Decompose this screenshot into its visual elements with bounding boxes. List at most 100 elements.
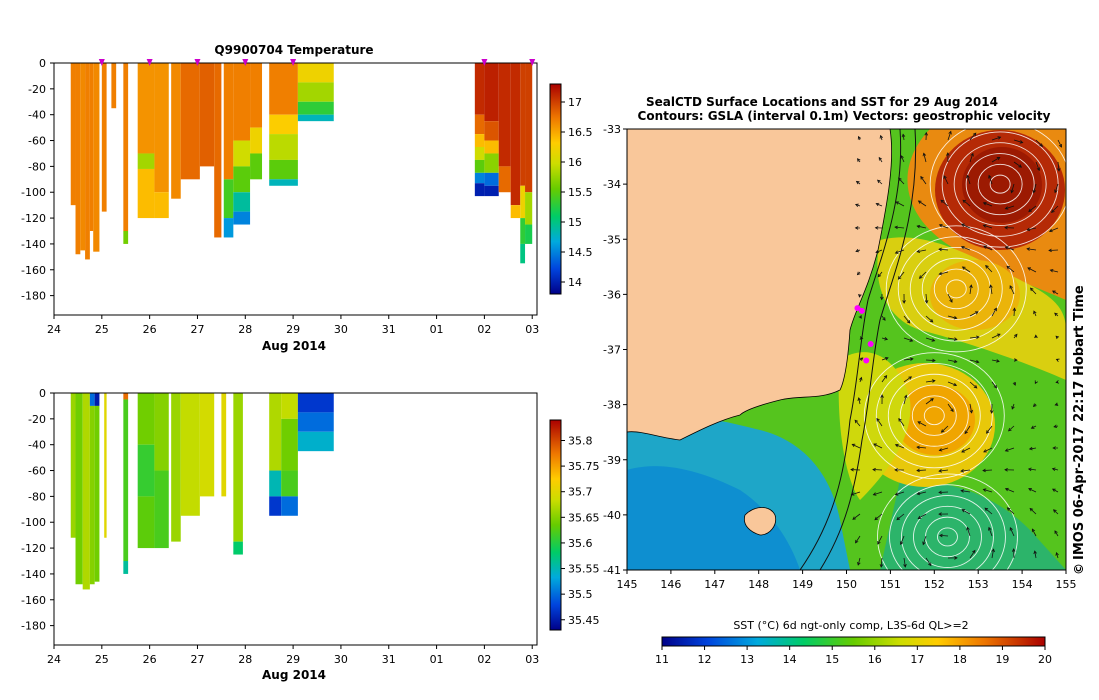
colorbar-tick-label: 35.5: [568, 588, 593, 601]
y-tick-label: 0: [39, 387, 46, 400]
profile-cell: [525, 192, 533, 225]
profile-cell: [137, 168, 155, 219]
y-tick-label: -140: [21, 238, 46, 251]
gsla-contour: [923, 406, 945, 426]
velocity-arrowhead: [1028, 488, 1032, 492]
velocity-vector: [895, 444, 905, 449]
velocity-vector: [900, 155, 905, 163]
velocity-vector: [918, 200, 927, 207]
velocity-vector: [1057, 161, 1060, 171]
map-y-tick-label: -38: [603, 399, 621, 412]
x-tick-label: 30: [334, 653, 348, 666]
velocity-arrowhead: [940, 199, 945, 204]
velocity-vector: [895, 226, 905, 229]
velocity-arrowhead: [940, 429, 945, 433]
salinity-profiles: [70, 393, 334, 590]
velocity-vector: [1057, 139, 1062, 148]
x-tick-label: 28: [238, 323, 252, 336]
profile-cell: [297, 114, 334, 122]
geostrophic-vectors: [850, 130, 1063, 568]
velocity-vector: [1007, 507, 1015, 515]
temperature-panel: Q9900704 Temperature 0 -20 -40 -60 -80 -100 -1…: [21, 43, 592, 353]
velocity-vector: [917, 225, 927, 229]
profile-cell: [137, 153, 155, 169]
velocity-arrowhead: [872, 467, 876, 472]
velocity-arrowhead: [938, 490, 942, 495]
velocity-arrowhead: [877, 540, 881, 545]
velocity-vector: [874, 513, 883, 521]
velocity-arrowhead: [903, 563, 907, 568]
velocity-vector: [1005, 205, 1015, 210]
profile-cell: [510, 63, 521, 206]
velocity-vector: [1013, 161, 1022, 168]
velocity-arrowhead: [928, 562, 932, 567]
gsla-contour: [929, 129, 1066, 248]
colorbar-tick-label: 16: [568, 156, 582, 169]
profile-cell: [223, 218, 234, 238]
y-tick-label: -60: [28, 135, 46, 148]
velocity-vector: [939, 271, 949, 275]
velocity-arrowhead: [938, 469, 943, 473]
velocity-arrowhead: [854, 203, 859, 207]
velocity-arrowhead: [1039, 143, 1043, 147]
map-x-tick-label: 154: [1012, 578, 1033, 591]
velocity-arrowhead: [1019, 140, 1024, 144]
sst-colorbar-tick-label: 12: [698, 653, 712, 666]
velocity-arrowhead: [932, 358, 936, 363]
x-tick-label: 24: [47, 653, 61, 666]
profile-cell: [233, 63, 251, 141]
velocity-arrowhead: [1052, 488, 1056, 492]
profile-marker: [529, 59, 536, 66]
velocity-vector: [898, 418, 905, 427]
velocity-arrowhead: [854, 419, 859, 424]
gsla-contour: [899, 384, 969, 447]
velocity-arrowhead: [1049, 268, 1054, 273]
y-tick-label: -180: [21, 620, 46, 633]
velocity-arrowhead: [966, 526, 970, 531]
velocity-vector: [1013, 139, 1023, 143]
velocity-vector: [1029, 508, 1037, 515]
profile-cell: [199, 63, 215, 167]
velocity-vector: [903, 358, 913, 361]
velocity-vector: [1013, 308, 1015, 317]
velocity-vector: [1028, 468, 1037, 471]
map-x-ticks: 145 146 147 148 149 150 151 152 153 154 155: [617, 570, 1077, 591]
colorbar-tick-label: 15: [568, 216, 582, 229]
profile-cell: [520, 218, 526, 244]
velocity-arrowhead: [966, 174, 970, 179]
velocity-arrowhead: [895, 201, 900, 205]
y-tick-label: -160: [21, 594, 46, 607]
profile-cell: [281, 496, 298, 516]
velocity-arrowhead: [875, 202, 880, 207]
velocity-vector: [1027, 248, 1037, 251]
velocity-vector: [878, 157, 883, 163]
velocity-vector: [917, 446, 927, 449]
velocity-arrowhead: [1009, 285, 1013, 289]
profile-cell: [101, 63, 107, 212]
velocity-arrowhead: [897, 276, 902, 280]
velocity-arrowhead: [939, 533, 943, 538]
profile-cell: [137, 496, 155, 549]
velocity-vector: [920, 176, 927, 185]
profile-cell: [484, 63, 499, 122]
velocity-arrowhead: [982, 201, 987, 206]
temperature-profiles: [70, 63, 533, 264]
velocity-arrowhead: [1055, 551, 1059, 556]
velocity-arrowhead: [916, 445, 920, 450]
velocity-vector: [983, 245, 993, 251]
seal-position-dot: [854, 305, 861, 312]
velocity-arrowhead: [857, 397, 861, 401]
velocity-arrowhead: [1030, 425, 1035, 429]
velocity-arrowhead: [1036, 167, 1041, 172]
velocity-arrowhead: [902, 300, 906, 304]
velocity-vector: [903, 376, 912, 383]
profile-cell: [154, 192, 169, 219]
gsla-contour: [953, 142, 1047, 226]
temperature-colorbar-ticks: 17 16.5 16 15.5 15 14.5 14: [561, 96, 593, 289]
velocity-arrowhead: [894, 468, 898, 472]
velocity-arrowhead: [898, 417, 902, 422]
velocity-arrowhead: [924, 131, 929, 136]
x-tick-label: 01: [430, 653, 444, 666]
velocity-vector: [1030, 287, 1037, 295]
velocity-arrowhead: [894, 225, 898, 230]
